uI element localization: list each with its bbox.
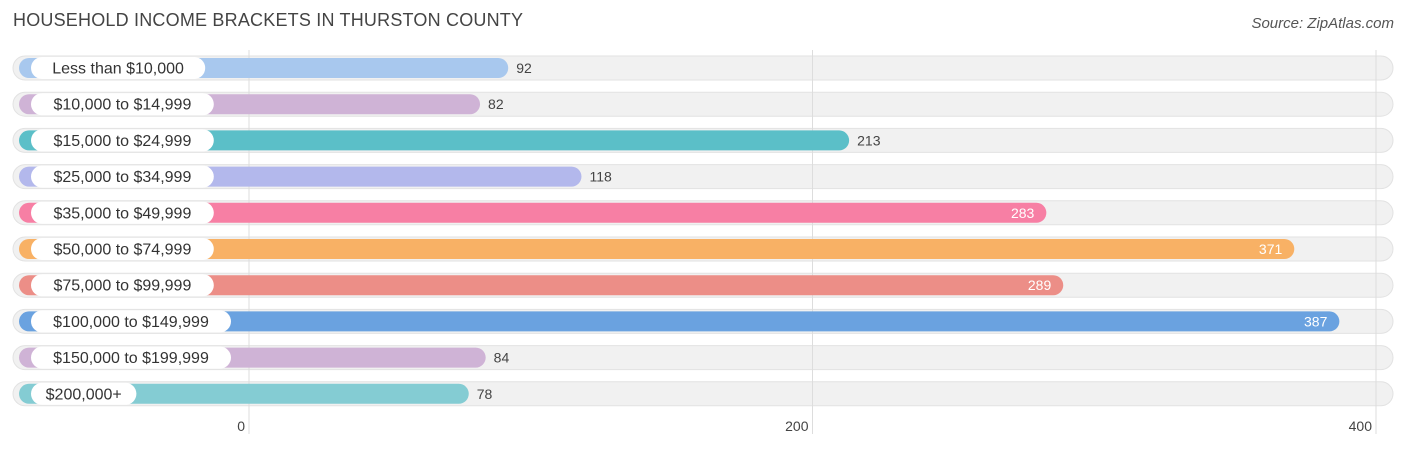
value-label: 289: [1028, 277, 1052, 293]
category-label: $25,000 to $34,999: [53, 169, 191, 186]
category-label: $50,000 to $74,999: [53, 242, 191, 259]
category-label: $200,000+: [46, 386, 122, 403]
bar: [19, 275, 1064, 296]
value-label: 82: [488, 96, 504, 112]
category-label: Less than $10,000: [52, 61, 184, 78]
bar: [19, 130, 850, 151]
category-label-pill: [31, 201, 214, 224]
category-label-pill: [31, 57, 206, 79]
category-label: $75,000 to $99,999: [53, 278, 191, 295]
chart-source: Source: ZipAtlas.com: [1251, 15, 1394, 32]
value-label: 92: [516, 60, 532, 76]
category-label-pill: [31, 382, 137, 405]
category-label-pill: [31, 310, 231, 333]
category-label: $150,000 to $199,999: [53, 350, 209, 367]
bar: [19, 239, 1295, 259]
bar: [19, 311, 1340, 332]
bar: [19, 202, 1047, 223]
category-label: $35,000 to $49,999: [53, 205, 191, 222]
x-tick-label: 0: [237, 418, 245, 434]
value-label: 78: [477, 386, 493, 402]
value-label: 213: [857, 132, 881, 148]
value-label: 84: [494, 350, 510, 366]
category-label: $15,000 to $24,999: [53, 133, 191, 150]
category-label-pill: [31, 129, 214, 152]
category-label-pill: [31, 165, 214, 188]
x-tick-label: 200: [785, 418, 809, 434]
value-label: 283: [1011, 205, 1035, 221]
value-label: 387: [1304, 313, 1328, 329]
category-label: $100,000 to $149,999: [53, 314, 209, 331]
x-tick-label: 400: [1349, 418, 1373, 434]
category-label-pill: [31, 274, 214, 297]
category-label-pill: [31, 346, 231, 369]
value-label: 371: [1259, 241, 1283, 257]
category-label: $10,000 to $14,999: [53, 97, 191, 114]
category-label-pill: [31, 93, 214, 116]
chart-title: HOUSEHOLD INCOME BRACKETS IN THURSTON CO…: [13, 10, 524, 30]
category-label-pill: [31, 238, 214, 260]
value-label: 118: [589, 169, 612, 185]
